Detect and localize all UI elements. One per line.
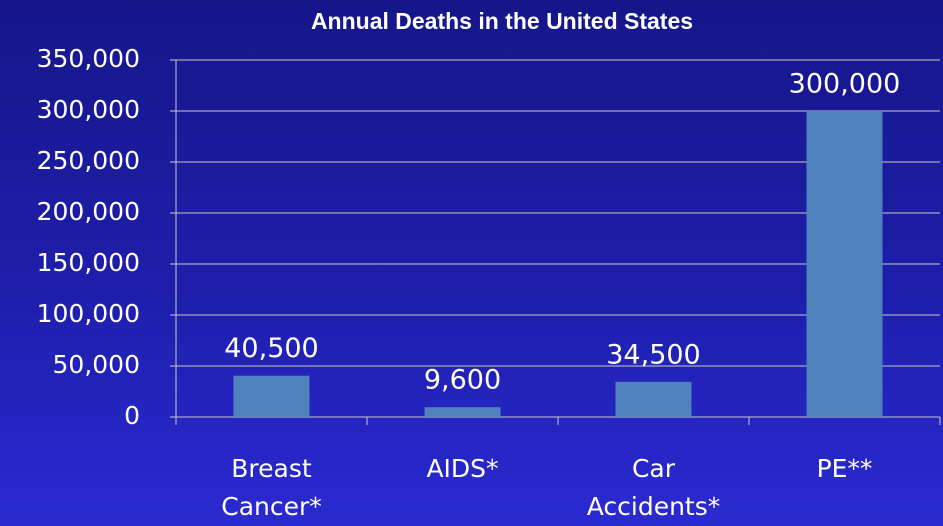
bar [806,111,883,417]
value-label: 300,000 [789,69,901,100]
y-tick-label: 50,000 [53,350,140,379]
bar [424,407,501,417]
y-tick-label: 0 [124,401,140,430]
y-tick-label: 250,000 [37,146,140,175]
x-tick-label: Breast Cancer* [221,454,322,521]
x-tick-label: AIDS* [426,454,499,483]
y-tick-label: 350,000 [37,44,140,73]
y-tick-label: 300,000 [37,95,140,124]
y-tick-label: 200,000 [37,197,140,226]
bar [233,375,310,417]
y-tick-label: 150,000 [37,248,140,277]
bar [615,381,692,417]
x-tick-label: PE** [816,454,873,483]
y-tick-label: 100,000 [37,299,140,328]
value-label: 40,500 [224,333,318,364]
x-tick-label: Car Accidents* [586,454,721,521]
value-label: 34,500 [606,339,700,370]
value-label: 9,600 [424,365,501,396]
chart-title: Annual Deaths in the United States [311,8,693,34]
